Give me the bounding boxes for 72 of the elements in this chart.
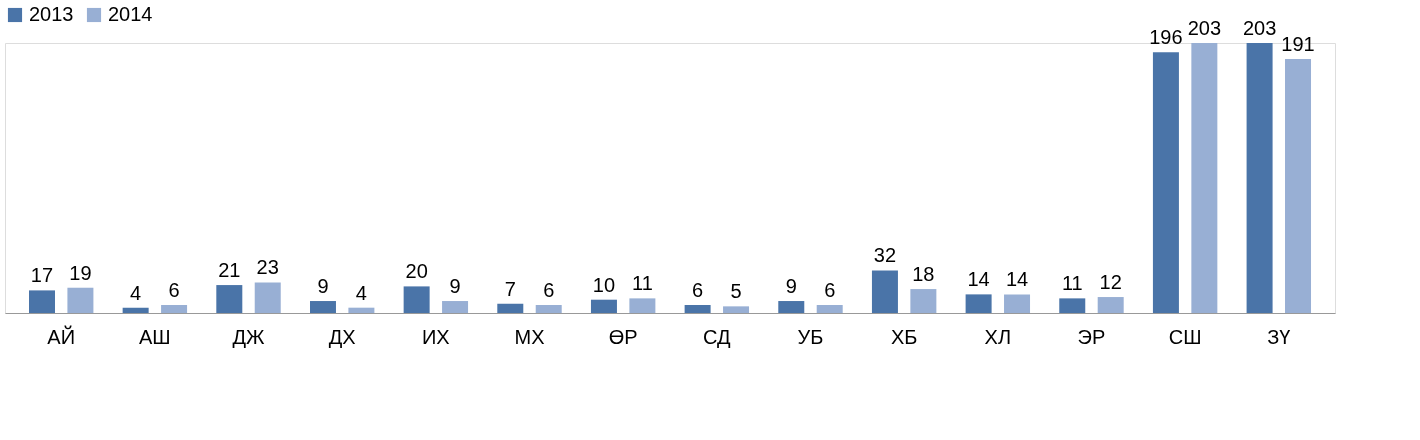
data-label: 17 <box>30 264 54 287</box>
x-tick-label: СШ <box>1168 325 1202 348</box>
bar <box>28 290 55 313</box>
data-label: 14 <box>1005 268 1029 291</box>
bar <box>965 294 992 313</box>
bar <box>403 286 430 313</box>
data-label: 9 <box>449 275 461 298</box>
bar <box>348 307 375 313</box>
data-label: 196 <box>1149 26 1183 49</box>
data-label: 6 <box>824 279 836 302</box>
bar <box>497 303 524 313</box>
data-label: 11 <box>1061 272 1083 295</box>
data-label: 14 <box>967 268 990 291</box>
bar <box>1097 297 1124 313</box>
data-label: 21 <box>218 259 241 282</box>
bar <box>254 282 281 313</box>
data-label: 9 <box>785 275 797 298</box>
x-tick-label: АЙ <box>47 324 76 348</box>
data-label: 203 <box>1242 17 1277 39</box>
bar <box>1004 294 1031 313</box>
data-label: 19 <box>69 261 92 284</box>
data-label: 6 <box>692 279 704 302</box>
data-label: 191 <box>1281 32 1315 55</box>
data-label: 11 <box>632 272 653 295</box>
bar <box>590 299 617 313</box>
data-label: 18 <box>912 263 935 286</box>
x-tick-label: ЗҮ <box>1267 325 1291 348</box>
bar <box>1246 43 1273 313</box>
bar <box>684 305 711 313</box>
data-label: 6 <box>168 279 180 302</box>
bar <box>910 289 937 313</box>
x-tick-label: ДЖ <box>232 325 266 348</box>
bar <box>778 301 805 313</box>
data-label: 20 <box>405 260 428 283</box>
bar <box>216 285 243 313</box>
bar <box>1285 58 1312 313</box>
x-tick-label: УБ <box>797 325 824 348</box>
data-label: 32 <box>873 244 897 267</box>
bar <box>816 305 843 313</box>
x-tick-label: ХБ <box>890 325 918 348</box>
bar <box>1059 298 1086 313</box>
x-tick-label: ЭР <box>1077 325 1106 348</box>
bar <box>1152 52 1179 313</box>
data-label: 4 <box>355 281 367 304</box>
legend-label: 2014 <box>108 3 153 25</box>
x-tick-label: МХ <box>514 325 545 348</box>
data-label: 5 <box>730 280 742 303</box>
x-tick-label: АШ <box>139 325 171 348</box>
x-tick-label: ДХ <box>328 325 356 348</box>
x-tick-label: ХЛ <box>984 325 1012 348</box>
bar <box>535 305 562 313</box>
x-tick-label: СД <box>703 325 732 348</box>
bar <box>122 307 149 313</box>
data-label: 9 <box>317 275 329 298</box>
bar <box>161 305 188 313</box>
bar <box>723 306 750 313</box>
data-label: 10 <box>592 273 616 296</box>
data-label: 23 <box>256 256 279 279</box>
data-label: 203 <box>1187 17 1222 39</box>
data-label: 7 <box>504 277 516 300</box>
bar <box>309 301 336 313</box>
bar <box>629 298 656 313</box>
legend-label: 2013 <box>29 3 74 25</box>
bar <box>1191 43 1218 313</box>
bar <box>67 287 94 313</box>
data-label: 6 <box>543 279 555 302</box>
data-label: 4 <box>130 281 142 304</box>
bar <box>442 301 469 313</box>
x-tick-label: ӨР <box>608 325 638 348</box>
bar <box>871 270 898 313</box>
data-label: 12 <box>1099 271 1122 294</box>
x-tick-label: ИХ <box>421 325 450 348</box>
